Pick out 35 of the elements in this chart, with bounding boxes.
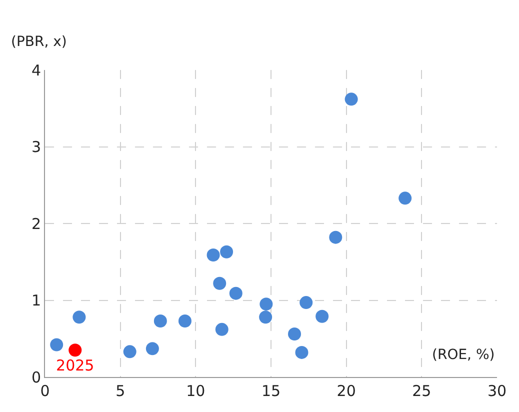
x-tick-label: 25 <box>412 382 432 400</box>
point <box>123 345 136 358</box>
point <box>206 248 220 262</box>
y-tick-label: 2 <box>31 214 41 233</box>
series-label: 2025 <box>56 356 94 375</box>
point <box>213 276 226 290</box>
x-tick-label: 5 <box>116 382 126 400</box>
point <box>50 338 64 352</box>
point <box>295 346 308 359</box>
point <box>215 322 228 336</box>
point <box>259 310 272 324</box>
y-tick-label: 3 <box>31 138 41 156</box>
point <box>329 230 342 244</box>
y-tick-label: 0 <box>31 368 41 386</box>
point <box>220 245 234 258</box>
point <box>300 296 313 310</box>
point <box>154 314 167 328</box>
x-tick-label: 15 <box>261 382 281 400</box>
point <box>288 328 301 341</box>
point <box>316 310 329 323</box>
point <box>68 344 82 357</box>
y-tick-label: 4 <box>31 61 41 80</box>
point <box>178 314 192 328</box>
point <box>344 92 358 106</box>
x-axis-title: (ROE, %) <box>432 347 495 363</box>
point <box>260 298 273 311</box>
point <box>398 192 412 205</box>
x-tick-label: 10 <box>186 382 206 400</box>
x-tick-label: 30 <box>487 382 507 400</box>
x-tick-label: 20 <box>336 382 356 400</box>
point <box>72 310 86 324</box>
y-tick-label: 1 <box>31 292 41 310</box>
point <box>229 286 242 300</box>
y-axis-title: (PBR, x) <box>11 34 67 50</box>
point <box>146 342 159 356</box>
